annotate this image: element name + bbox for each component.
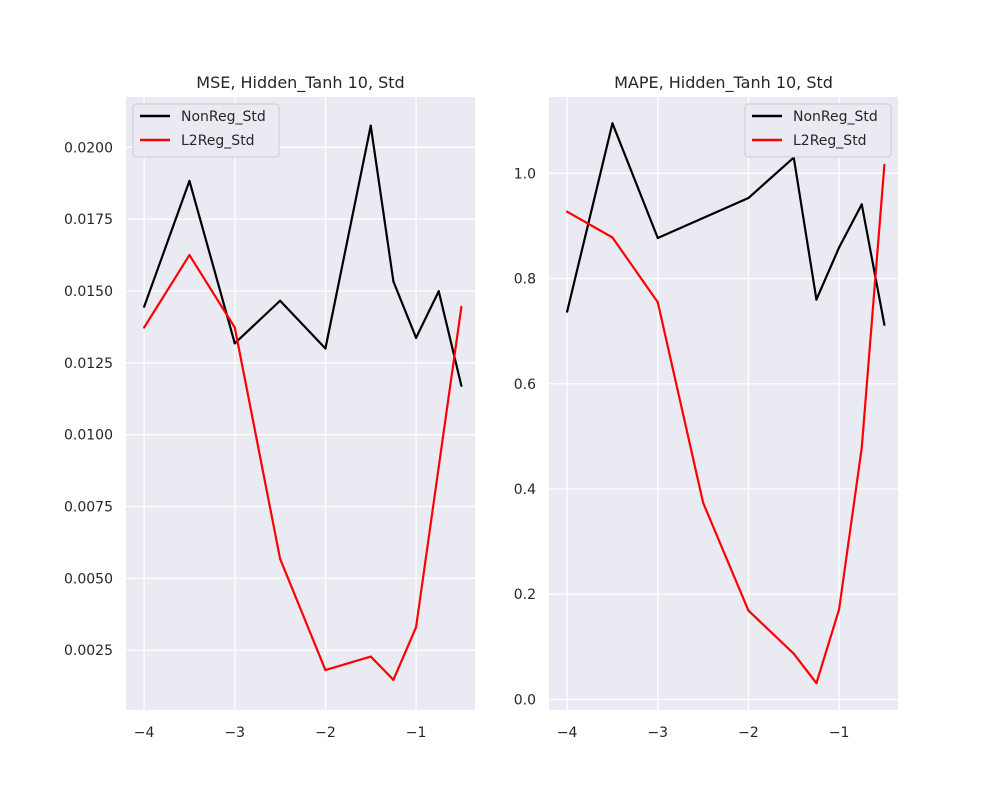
mse-legend-label-nonreg-std: NonReg_Std: [181, 109, 266, 125]
mape-point-l2reg-std: [611, 236, 614, 239]
mse-x-tick-label: −1: [406, 725, 427, 741]
mse-line-l2reg-std: [143, 253, 463, 681]
mape-line-nonreg-std: [566, 122, 886, 326]
mse-point-nonreg-std: [414, 336, 418, 339]
mape-y-tick-label: 0.6: [514, 377, 536, 393]
mse-x-tick-label: −3: [224, 725, 245, 741]
mape-x-tick-label: −2: [738, 725, 759, 741]
mape-point-l2reg-std: [837, 608, 841, 611]
mape-legend: NonReg_Std L2Reg_Std: [744, 103, 892, 158]
mse-point-l2reg-std: [414, 626, 418, 629]
mape-x-tick-label: −4: [557, 725, 578, 741]
mse-chart-title: MSE, Hidden_Tanh 10, Std: [196, 73, 404, 93]
mse-point-l2reg-std: [437, 465, 440, 468]
mape-y-tick-label: 0.4: [514, 482, 536, 498]
mape-y-tick-label: 1.0: [514, 166, 536, 182]
mape-point-l2reg-std: [566, 210, 569, 213]
mape-point-l2reg-std: [815, 682, 818, 685]
mape-legend-label-l2reg-std: L2Reg_Std: [793, 133, 867, 149]
mse-point-nonreg-std: [324, 347, 327, 350]
mape-y-tick-label: 0.2: [514, 587, 536, 603]
mape-line-l2reg-std: [566, 164, 886, 685]
mse-point-l2reg-std: [369, 655, 372, 658]
mse-y-tick-label: 0.0050: [64, 571, 113, 587]
mse-y-tick-label: 0.0125: [64, 356, 113, 372]
mse-tick-labels: −4 −3 −2 −1 0.0025 0.0050 0.0075 0.0100 0.0125 0.…: [64, 140, 426, 741]
mape-x-tick-label: −3: [647, 725, 668, 741]
mape-point-nonreg-std: [611, 122, 614, 125]
mse-point-nonreg-std: [369, 124, 372, 127]
mse-y-tick-label: 0.0025: [64, 643, 113, 659]
mse-point-nonreg-std: [188, 179, 191, 183]
mse-point-nonreg-std: [233, 342, 236, 345]
mape-point-nonreg-std: [860, 203, 863, 206]
mape-point-nonreg-std: [837, 246, 841, 249]
mape-point-nonreg-std: [747, 196, 750, 200]
mse-legend-box: [132, 103, 280, 158]
mse-point-l2reg-std: [233, 326, 236, 329]
mape-series-nonreg-std: [566, 122, 886, 326]
mape-tick-labels: −4 −3 −2 −1 0.0 0.2 0.4 0.6 0.8 1.0: [514, 166, 850, 741]
mse-point-nonreg-std: [392, 280, 395, 283]
mse-y-tick-label: 0.0075: [64, 500, 113, 516]
mse-point-l2reg-std: [392, 678, 395, 681]
mse-line-nonreg-std: [143, 124, 463, 387]
mape-y-tick-label: 0.8: [514, 272, 536, 288]
mape-point-l2reg-std: [792, 652, 795, 655]
mse-y-tick-label: 0.0150: [64, 284, 113, 300]
mse-point-nonreg-std: [143, 305, 146, 308]
mape-legend-box: [744, 103, 892, 158]
mape-point-l2reg-std: [860, 446, 863, 450]
mape-point-l2reg-std: [656, 301, 659, 304]
mape-point-nonreg-std: [656, 236, 659, 240]
mse-y-tick-label: 0.0100: [64, 428, 113, 444]
mse-legend: NonReg_Std L2Reg_Std: [132, 103, 280, 158]
mse-point-l2reg-std: [324, 668, 327, 672]
mse-y-tick-label: 0.0200: [64, 140, 113, 156]
mape-point-l2reg-std: [883, 163, 886, 166]
mse-point-l2reg-std: [460, 305, 463, 308]
mape-y-tick-label: 0.0: [514, 692, 536, 708]
mse-point-nonreg-std: [460, 384, 463, 387]
mse-point-l2reg-std: [143, 326, 146, 329]
mse-legend-label-l2reg-std: L2Reg_Std: [181, 133, 255, 149]
mse-point-l2reg-std: [279, 557, 282, 560]
mape-legend-label-nonreg-std: NonReg_Std: [793, 109, 878, 125]
mape-point-nonreg-std: [566, 310, 569, 313]
mse-point-nonreg-std: [279, 299, 282, 302]
mape-point-l2reg-std: [747, 609, 750, 612]
mse-point-nonreg-std: [437, 290, 440, 293]
mse-point-l2reg-std: [188, 253, 191, 257]
mse-y-tick-label: 0.0175: [64, 212, 113, 228]
mape-plot-area: [549, 97, 898, 710]
mape-x-tick-label: −1: [829, 725, 850, 741]
mse-chart: −4 −3 −2 −1 0.0025 0.0050 0.0075 0.0100 0.0125 0.…: [64, 73, 475, 741]
mape-point-l2reg-std: [702, 501, 705, 504]
mse-series-l2reg-std: [143, 253, 463, 681]
mse-series-nonreg-std: [143, 124, 463, 387]
mse-x-tick-label: −4: [134, 725, 155, 741]
mape-point-nonreg-std: [883, 323, 886, 326]
mse-plot-area: [126, 97, 475, 710]
mape-chart: −4 −3 −2 −1 0.0 0.2 0.4 0.6 0.8 1.0 NonReg_Std L2Re…: [514, 73, 898, 741]
mape-gridlines: [549, 97, 898, 710]
mse-gridlines: [126, 97, 475, 710]
mse-x-tick-label: −2: [315, 725, 336, 741]
mape-point-nonreg-std: [815, 298, 818, 301]
mape-series-l2reg-std: [566, 163, 886, 685]
mape-point-nonreg-std: [702, 216, 705, 220]
mape-chart-title: MAPE, Hidden_Tanh 10, Std: [614, 73, 833, 93]
